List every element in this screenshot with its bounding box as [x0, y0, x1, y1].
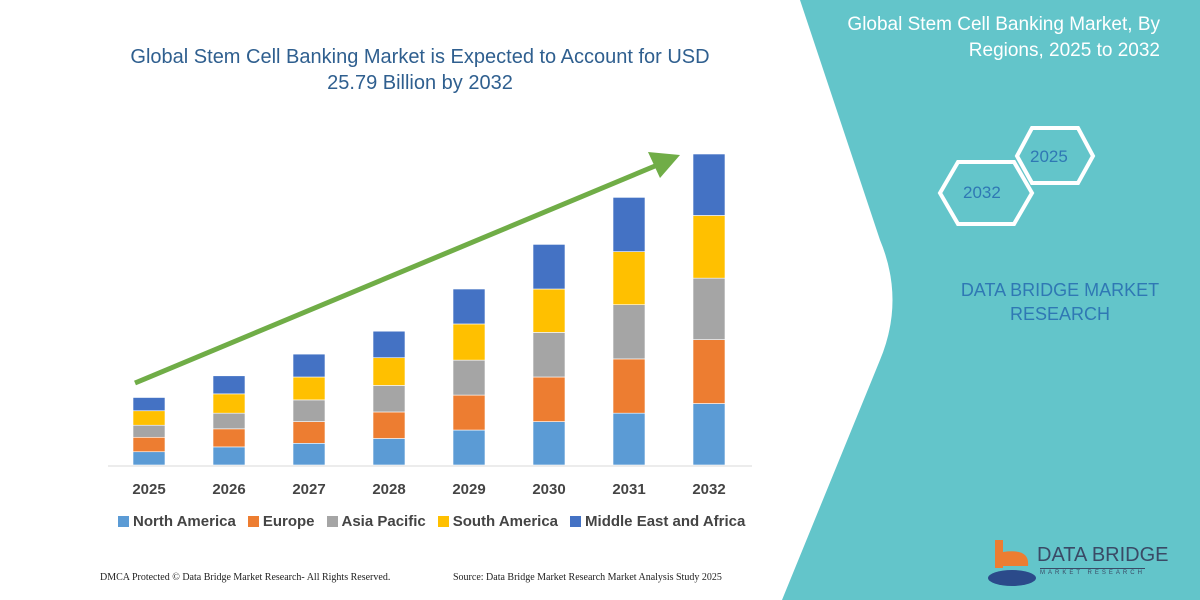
x-tick-label: 2026	[212, 481, 245, 498]
logo-sub: MARKET RESEARCH	[1040, 568, 1145, 576]
bar-segment-2030-0	[532, 421, 566, 466]
side-title: Global Stem Cell Banking Market, By Regi…	[800, 12, 1160, 64]
bar-segment-2026-4	[212, 375, 246, 395]
legend-item-north-america: North America	[118, 513, 236, 530]
title-line-1: Global Stem Cell Banking Market is Expec…	[130, 46, 710, 68]
brand-line-2: RESEARCH	[1009, 304, 1111, 324]
legend-item-europe: Europe	[247, 513, 315, 530]
bar-segment-2032-1	[692, 339, 726, 404]
bar-segment-2027-1	[292, 421, 326, 444]
x-tick-label: 2028	[372, 481, 405, 498]
x-tick-label: 2027	[292, 481, 325, 498]
bar-segment-2028-2	[372, 385, 406, 413]
hex-2032-shape	[937, 160, 1035, 226]
bar-segment-2025-0	[132, 451, 166, 466]
brand-text: DATA BRIDGE MARKET RESEARCH	[920, 278, 1200, 326]
bar-segment-2030-1	[532, 376, 566, 422]
bar-segment-2027-2	[292, 399, 326, 422]
bar-segment-2028-3	[372, 357, 406, 386]
bar-segment-2031-1	[612, 358, 646, 414]
hex-2025-shape	[1014, 126, 1096, 185]
x-tick-label: 2031	[612, 481, 645, 498]
bar-segment-2031-2	[612, 304, 646, 360]
logo-icon	[988, 540, 1036, 586]
legend-label: Europe	[262, 513, 315, 530]
bar-segment-2027-4	[292, 353, 326, 378]
bar-segment-2025-2	[132, 424, 166, 438]
legend-label: North America	[133, 513, 236, 530]
x-tick-label: 2025	[132, 481, 165, 498]
bar-segment-2026-0	[212, 446, 246, 466]
bar-segment-2029-2	[452, 359, 486, 396]
stacked-bar-chart: 2025 2026 2027 2028 2029 2030 2031 2032	[108, 152, 752, 498]
bar-segment-2029-4	[452, 288, 486, 325]
footer-copyright: DMCA Protected © Data Bridge Market Rese…	[100, 572, 391, 583]
bar-segment-2025-1	[132, 436, 166, 453]
legend: North America Europe Asia Pacific South …	[118, 513, 745, 530]
legend-label: Middle East and Africa	[585, 513, 746, 530]
bar-segment-2029-0	[452, 429, 486, 466]
legend-label: Asia Pacific	[341, 513, 426, 530]
hex-2025-label: 2025	[1030, 147, 1068, 166]
bar-segment-2032-4	[692, 153, 726, 216]
brand-line-1: DATA BRIDGE MARKET	[960, 280, 1160, 300]
bar-segment-2027-3	[292, 376, 326, 401]
teal-panel	[782, 0, 1200, 600]
bar-segment-2025-4	[132, 397, 166, 412]
hex-2032-label: 2032	[963, 183, 1001, 202]
bar-segment-2032-0	[692, 403, 726, 466]
trend-arrow-line	[134, 163, 656, 386]
bar-segment-2028-0	[372, 438, 406, 466]
bar-segment-2025-3	[132, 410, 166, 426]
bar-segment-2031-3	[612, 251, 646, 305]
bar-segment-2031-0	[612, 412, 646, 466]
bar-segment-2029-3	[452, 323, 486, 361]
bar-segment-2032-3	[692, 215, 726, 279]
legend-item-south-america: South America	[437, 513, 559, 530]
bar-segment-2026-3	[212, 393, 246, 414]
title-line-2: 25.79 Billion by 2032	[327, 72, 513, 94]
bar-segment-2027-0	[292, 443, 326, 466]
side-title-line-2: Regions, 2025 to 2032	[968, 40, 1160, 61]
legend-label: South America	[452, 513, 559, 530]
bar-segment-2032-2	[692, 277, 726, 340]
bar-segment-2030-3	[532, 288, 566, 333]
footer-source: Source: Data Bridge Market Research Mark…	[453, 572, 722, 583]
legend-item-asia-pacific: Asia Pacific	[326, 513, 426, 530]
bar-segment-2031-4	[612, 197, 646, 252]
bar-segment-2030-4	[532, 244, 566, 290]
bar-segment-2026-2	[212, 412, 246, 430]
bar-segment-2030-2	[532, 332, 566, 378]
x-tick-label: 2032	[692, 481, 725, 498]
logo-name: DATA BRIDGE	[1037, 544, 1169, 566]
bar-segment-2028-1	[372, 411, 406, 439]
bar-segment-2029-1	[452, 394, 486, 431]
trend-arrow-head-icon	[648, 152, 680, 178]
legend-item-mea: Middle East and Africa	[570, 513, 745, 530]
bar-segment-2028-4	[372, 330, 406, 359]
side-title-line-1: Global Stem Cell Banking Market, By	[847, 14, 1160, 35]
x-tick-label: 2029	[452, 481, 485, 498]
chart-title: Global Stem Cell Banking Market is Expec…	[110, 44, 730, 96]
bar-segment-2026-1	[212, 428, 246, 448]
x-tick-label: 2030	[532, 481, 565, 498]
